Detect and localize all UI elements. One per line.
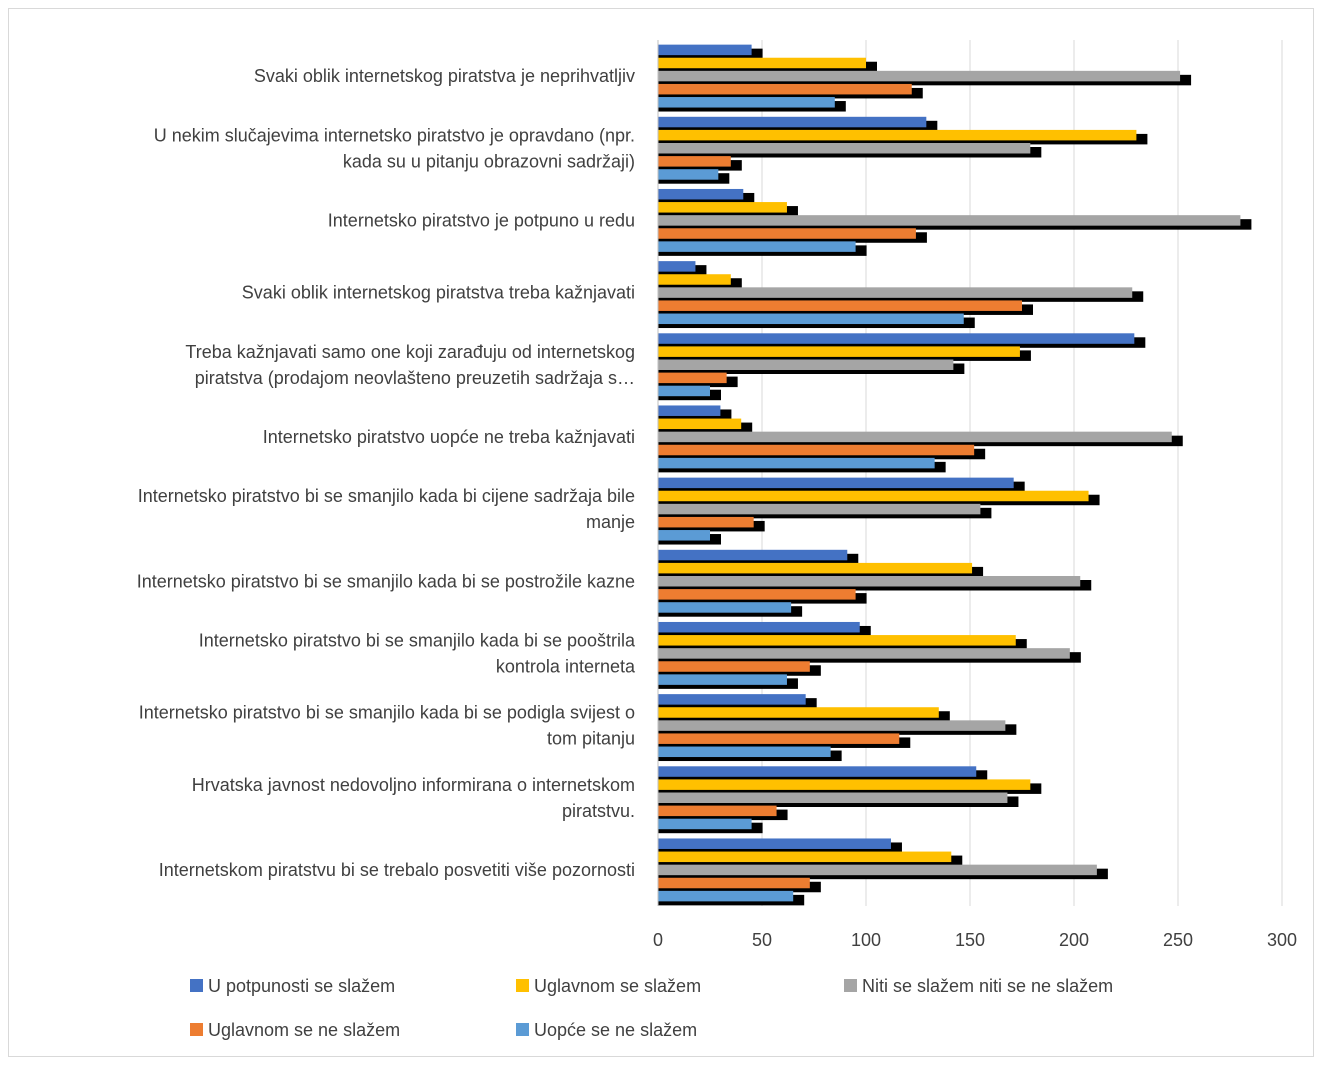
bar [658,143,1031,154]
x-tick-label: 250 [1163,930,1193,950]
legend-label: Uglavnom se slažem [534,976,701,996]
bar [658,733,900,744]
bar [658,129,1137,141]
bar [658,503,981,515]
bar [658,241,856,252]
bar [658,57,866,69]
bar [658,405,721,416]
bar [658,549,848,561]
category-label: Internetsko piratstvo uopće ne treba kaž… [263,427,635,447]
x-tick-label: 150 [955,930,985,950]
x-tick-labels: 0 50 100 150 200 250 300 [653,930,1297,950]
bar [658,169,719,180]
bar [658,589,856,600]
bar [658,766,977,777]
bar [658,116,927,128]
legend-label: U potpunosti se slažem [208,976,395,996]
bar [658,516,754,528]
bar [658,792,1008,803]
legend-label: Uglavnom se ne slažem [208,1020,400,1040]
bar [658,490,1089,502]
bar [658,838,891,849]
bar [658,621,860,633]
category-labels: Svaki oblik internetskog piratstva je ne… [137,66,636,880]
category-label: Internetsko piratstvo bi se smanjilo kad… [137,571,635,591]
bar [658,83,912,95]
legend-label: Niti se slažem niti se ne slažem [862,976,1113,996]
x-tick-label: 200 [1059,930,1089,950]
bar [658,635,1016,646]
legend-swatch [516,979,529,992]
bar [658,333,1135,344]
bar [658,890,794,902]
bar [658,530,710,541]
bar [658,851,952,863]
bar [658,385,710,397]
x-tick-label: 100 [851,930,881,950]
bar [658,300,1022,311]
category-label: Internetskom piratstvu bi se trebalo pos… [159,860,635,880]
bar [658,97,835,108]
bar [658,648,1070,659]
bar [658,215,1241,226]
category-label: Internetsko piratstvo bi se smanjilo kad… [199,630,636,676]
bar [658,156,731,167]
bar [658,576,1081,587]
bar [658,431,1172,443]
legend-swatch [190,979,203,992]
bar [658,418,742,430]
legend-label: Uopće se ne slažem [534,1020,697,1040]
category-label: Treba kažnjavati samo one koji zarađuju … [185,342,635,388]
bar [658,188,744,200]
bar [658,864,1097,876]
bar [658,274,731,285]
category-label: Svaki oblik internetskog piratstva je ne… [254,66,635,86]
bar [658,694,806,705]
bar [658,457,935,469]
x-tick-label: 0 [653,930,663,950]
category-label: Internetsko piratstvo je potpuno u redu [328,210,635,230]
bar [658,444,975,456]
bars [658,44,1252,906]
gridlines [761,40,1283,906]
legend-swatch [516,1023,529,1036]
bar [658,202,787,213]
bar [658,346,1020,357]
bar [658,372,727,384]
bar [658,313,964,325]
bar [658,359,954,370]
bar [658,877,810,889]
x-tick-label: 300 [1267,930,1297,950]
bar [658,720,1006,731]
bar [658,818,752,830]
bar [658,707,939,718]
legend-swatch [844,979,857,992]
bar [658,661,810,672]
bar [658,477,1014,489]
category-label: Svaki oblik internetskog piratstva treba… [242,283,635,303]
bar [658,779,1031,790]
bar [658,674,787,685]
bar [658,261,696,272]
legend-swatch [190,1023,203,1036]
bar [658,602,792,613]
bar [658,562,973,574]
bar [658,805,777,817]
x-tick-label: 50 [752,930,772,950]
bar [658,287,1133,298]
category-label: Internetsko piratstvo bi se smanjilo kad… [138,486,635,532]
bar [658,746,831,758]
category-label: Hrvatska javnost nedovoljno informirana … [192,775,635,821]
bar [658,44,752,56]
bar [658,70,1181,82]
legend: U potpunosti se slažem Uglavnom se slažem… [190,976,1113,1040]
category-label: U nekim slučajevima internetsko piratstv… [154,125,635,171]
category-label: Internetsko piratstvo bi se smanjilo kad… [139,703,635,749]
bar [658,228,916,239]
